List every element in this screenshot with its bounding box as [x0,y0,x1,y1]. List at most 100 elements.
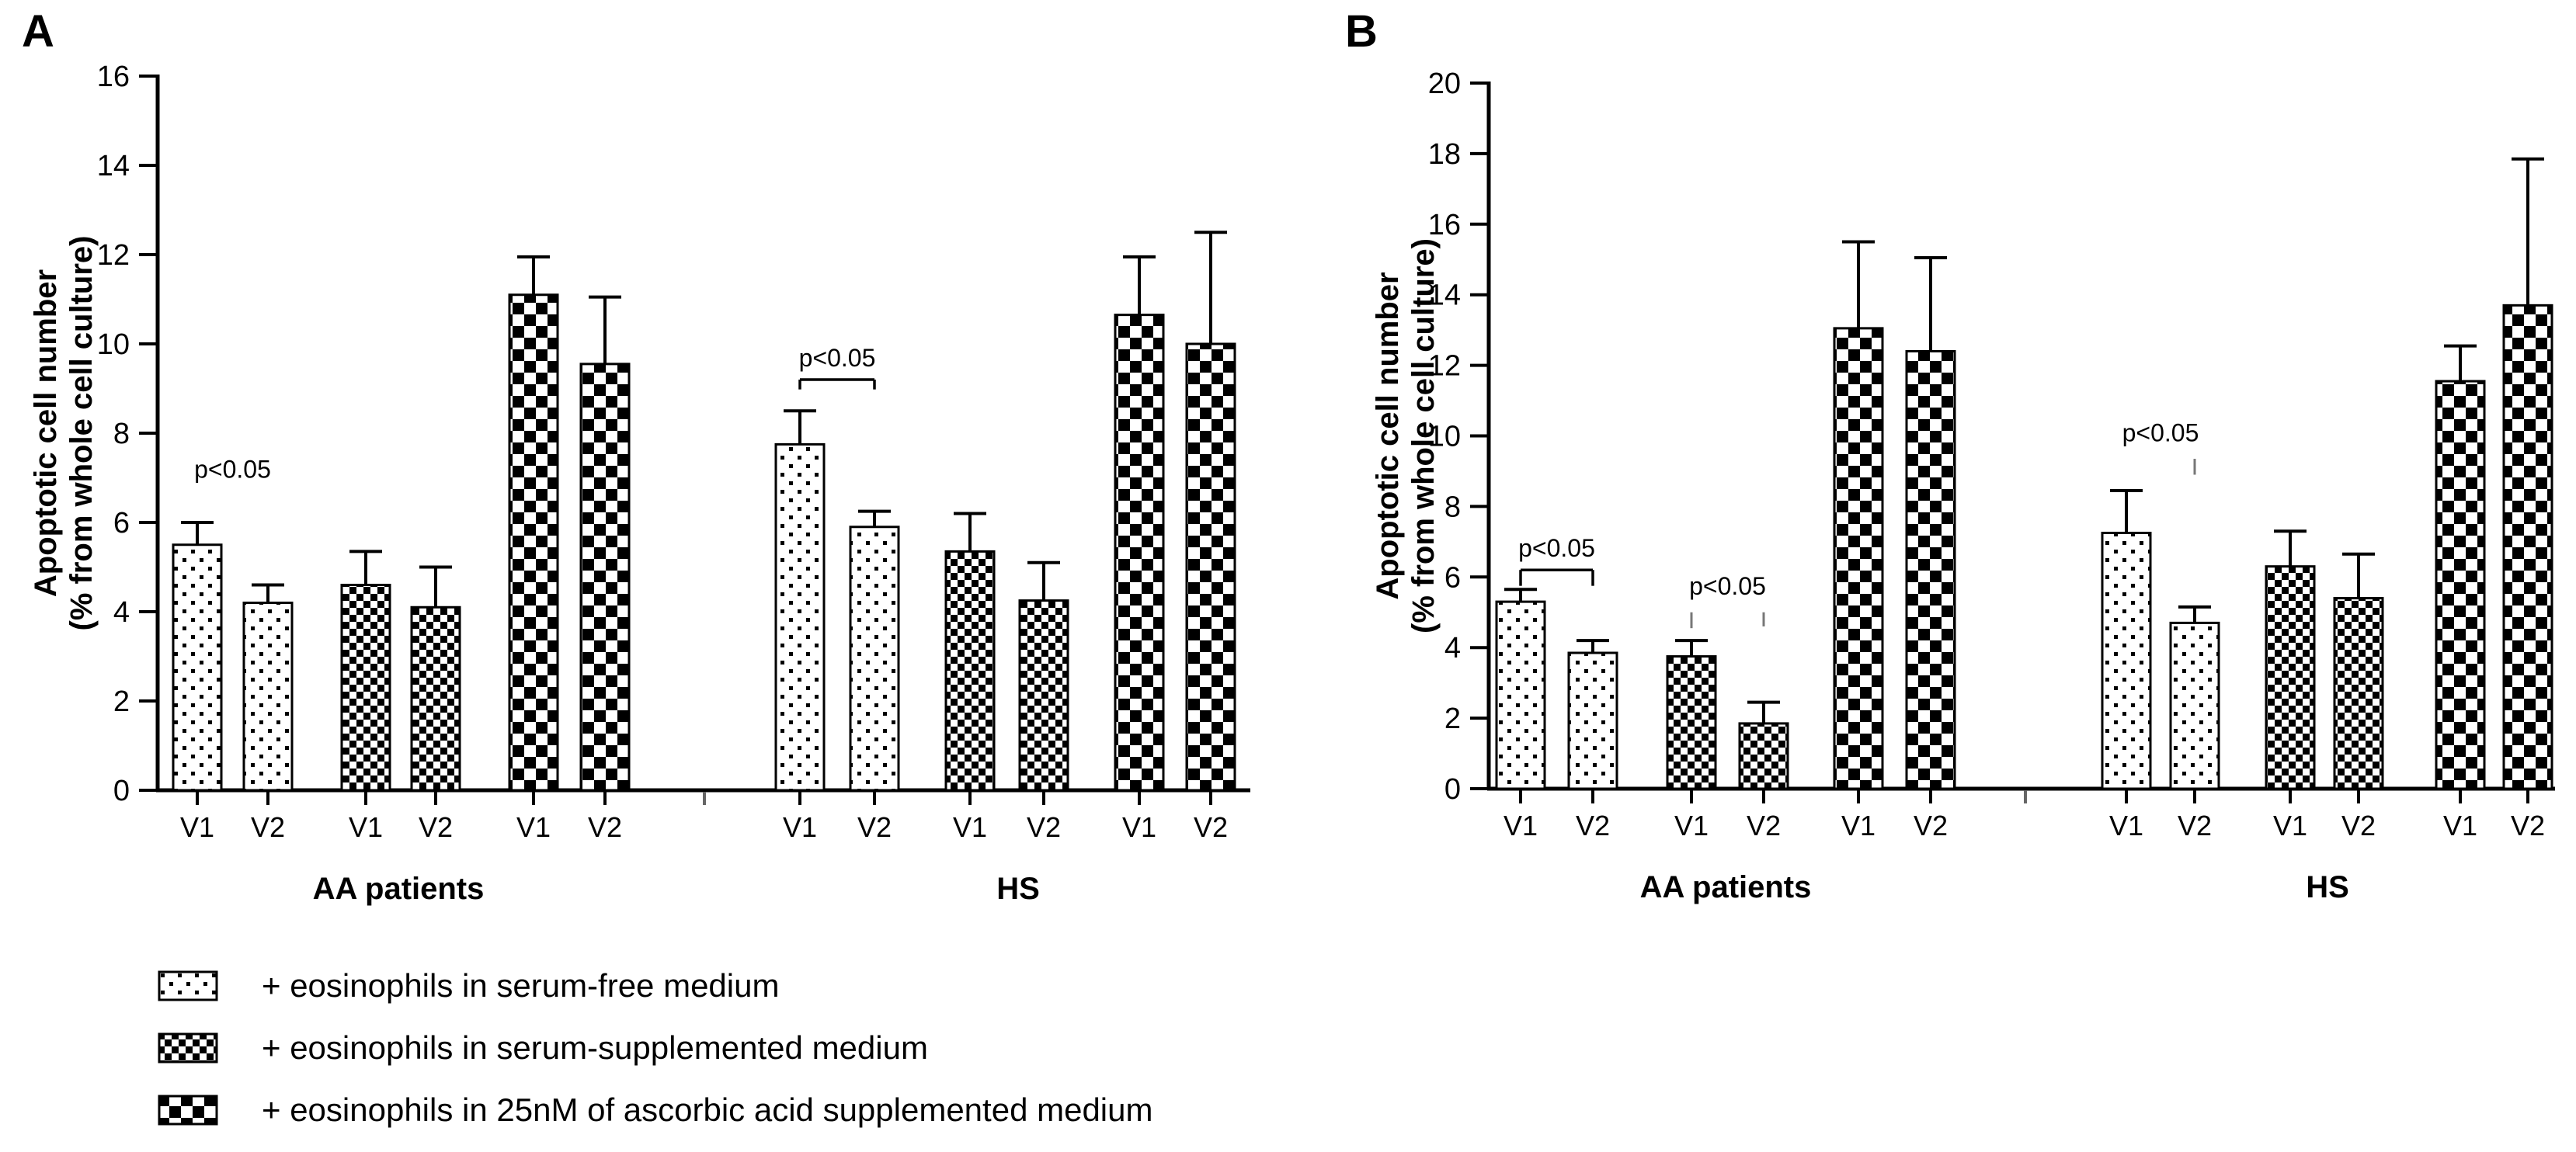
bar [1738,722,1789,790]
bar-label: V1 [516,811,551,843]
y-tick-label: 16 [1428,209,1461,241]
group-label: AA patients [313,872,485,906]
bar-label: V1 [2443,810,2477,841]
significance-label: p<0.05 [2122,418,2199,446]
bar [2502,304,2553,790]
y-tick-label: 12 [97,239,130,272]
legend-swatch-dots-icon [158,970,218,1001]
legend-label: + eosinophils in 25nM of ascorbic acid s… [262,1091,1153,1128]
bar [1018,599,1069,792]
y-tick-label: 4 [113,596,130,629]
bar [1666,655,1717,790]
legend-label: + eosinophils in serum-supplemented medi… [262,1029,928,1066]
y-tick-label: 14 [1428,279,1461,312]
bar-label: V1 [953,811,987,843]
y-axis-title: Apoptotic cell number [1371,272,1405,599]
group-label: HS [996,872,1040,906]
y-axis-title: Apoptotic cell number [29,269,63,597]
legend-swatch-big-checker-icon [158,1095,218,1126]
significance-label: p<0.05 [799,344,876,372]
y-tick-label: 16 [97,61,130,93]
bar [172,543,223,792]
panel-b-chart: 0 2 4 6 8 10 12 14 16 18 20 Apoptotic cell number (%… [1371,68,2555,904]
y-axis-title: (% from whole cell culture) [1406,238,1441,633]
panel-a-chart: 0 2 4 6 8 10 12 14 16 Apoptotic cell number (% fro… [29,61,1250,906]
bar-label: V2 [419,811,453,843]
bar-label: V1 [1841,810,1876,841]
y-axis-title: (% from whole cell culture) [64,236,99,631]
bar-label: V2 [1576,810,1610,841]
legend-swatch-graphic [158,1032,218,1064]
legend: + eosinophils in serum-free medium + eos… [158,967,1153,1152]
significance-label: p<0.05 [194,456,271,484]
bar-label: V1 [180,811,214,843]
bar-label: V1 [2109,810,2143,841]
bar [579,363,631,792]
significance-label: p<0.05 [1518,534,1595,562]
bar-label: V2 [1027,811,1061,843]
bar [508,293,559,792]
bar-label: V2 [2511,810,2545,841]
significance-label: p<0.05 [1689,572,1766,600]
bar [1905,349,1956,790]
bar-label: V2 [251,811,285,843]
bar-label: V1 [349,811,383,843]
bar [242,602,294,792]
bar-label: V2 [588,811,622,843]
panel-a-label: A [22,6,54,57]
y-tick-label: 8 [113,418,130,450]
bar-label: V2 [857,811,892,843]
bar [944,550,996,792]
bar-label: V2 [1747,810,1781,841]
y-tick-label: 10 [97,328,130,361]
legend-label: + eosinophils in serum-free medium [262,967,780,1004]
group-label: HS [2306,870,2349,904]
y-tick-label: 20 [1428,68,1461,100]
legend-swatch-graphic [158,1095,218,1126]
bar [849,526,900,792]
bar-label: V1 [783,811,817,843]
y-tick-label: 4 [1444,632,1461,664]
legend-item-serum-free: + eosinophils in serum-free medium [158,967,1152,1004]
bar [2169,621,2220,790]
bar [2435,380,2486,790]
y-tick-label: 0 [113,775,130,807]
bar-label: V2 [2341,810,2376,841]
legend-swatch-rect [158,1095,218,1126]
bar [1567,651,1618,790]
y-tick-label: 14 [97,150,130,182]
bar-label: V1 [1504,810,1538,841]
legend-item-serum-supplemented: + eosinophils in serum-supplemented medi… [158,1029,1152,1066]
bar-label: V1 [2273,810,2307,841]
y-tick-label: 12 [1428,350,1461,383]
y-tick-label: 0 [1444,773,1461,806]
bar [2333,597,2384,790]
y-tick-label: 6 [1444,561,1461,594]
legend-swatch-rect [158,1032,218,1064]
bar [2265,565,2316,790]
bar [410,605,461,792]
y-tick-label: 8 [1444,491,1461,523]
bar-label: V1 [1122,811,1156,843]
y-tick-label: 10 [1428,421,1461,453]
bar-label: V1 [1674,810,1709,841]
legend-swatch-rect [158,970,218,1001]
bar [2101,531,2152,790]
bar [1114,314,1165,792]
bar [1185,342,1236,792]
legend-item-ascorbic-acid: + eosinophils in 25nM of ascorbic acid s… [158,1091,1153,1128]
bar-label: V2 [1914,810,1948,841]
bar-label: V2 [2178,810,2212,841]
bar-label: V2 [1194,811,1228,843]
bar [1833,327,1884,790]
y-tick-label: 18 [1428,138,1461,171]
bar [340,584,391,792]
bar [774,442,826,792]
legend-swatch-graphic [158,970,218,1001]
y-tick-label: 6 [113,507,130,540]
bar [1495,600,1546,790]
legend-swatch-fine-checker-icon [158,1032,218,1064]
panel-b-label: B [1345,6,1378,57]
y-tick-label: 2 [113,685,130,718]
